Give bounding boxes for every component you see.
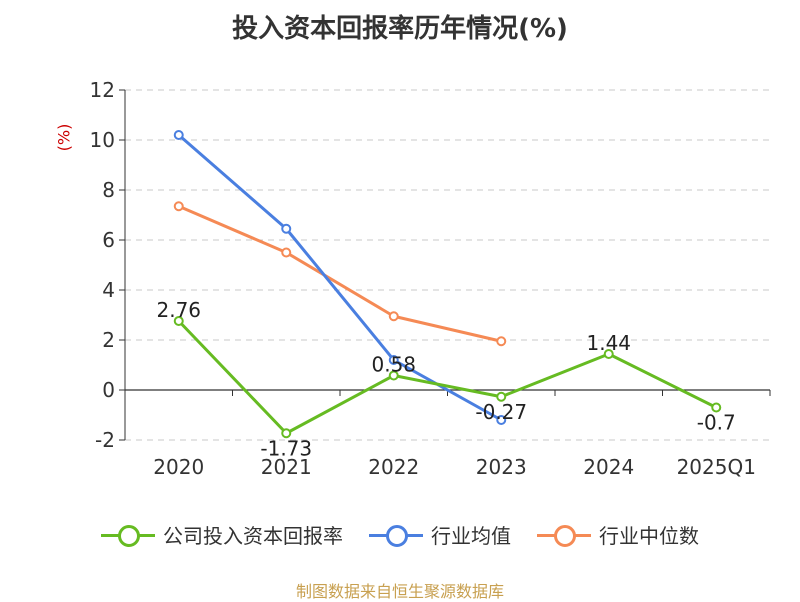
x-tick-label: 2023 — [476, 455, 527, 479]
legend-item-industry-median[interactable]: 行业中位数 — [537, 520, 699, 549]
data-label: -1.73 — [260, 436, 312, 460]
data-label: 2.76 — [156, 298, 201, 322]
data-point — [173, 201, 184, 212]
data-point — [496, 391, 507, 402]
legend: 公司投入资本回报率 行业均值 行业中位数 — [0, 520, 800, 549]
series-line-1 — [177, 133, 502, 422]
data-point — [711, 402, 722, 413]
legend-swatch-industry-median — [537, 524, 591, 547]
y-tick-label: 4 — [102, 278, 115, 302]
data-label: -0.7 — [697, 411, 736, 435]
data-label: -0.27 — [475, 400, 527, 424]
data-point — [388, 311, 399, 322]
data-point — [281, 247, 292, 258]
legend-item-industry-avg[interactable]: 行业均值 — [369, 520, 511, 549]
legend-label-company: 公司投入资本回报率 — [163, 524, 343, 548]
data-point — [173, 316, 184, 326]
legend-item-company[interactable]: 公司投入资本回报率 — [101, 520, 343, 549]
data-point — [496, 415, 507, 425]
x-tick-label: 2025Q1 — [677, 455, 756, 479]
x-tick-label: 2020 — [153, 455, 204, 479]
y-tick-label: 12 — [90, 78, 115, 102]
y-tick-label: 10 — [90, 128, 115, 152]
source-note: 制图数据来自恒生聚源数据库 — [295, 582, 504, 601]
legend-label-industry-avg: 行业均值 — [431, 524, 511, 548]
data-label: 0.58 — [371, 353, 416, 377]
legend-swatch-company — [101, 524, 155, 547]
data-point — [173, 130, 184, 140]
legend-label-industry-median: 行业中位数 — [599, 524, 699, 548]
legend-swatch-industry-avg — [369, 524, 423, 547]
y-tick-label: 2 — [102, 328, 115, 352]
data-point — [388, 370, 399, 381]
x-tick-label: 2024 — [583, 455, 634, 479]
series-line-2 — [178, 204, 502, 343]
y-tick-label: -2 — [95, 428, 115, 452]
data-point — [388, 355, 399, 365]
data-point — [603, 349, 614, 359]
x-tick-label: 2021 — [261, 455, 312, 479]
data-point — [281, 428, 292, 439]
y-tick-label: 0 — [102, 378, 115, 402]
chart-title: 投入资本回报率历年情况(%) — [232, 14, 568, 44]
data-point — [281, 223, 292, 234]
data-label: 1.44 — [586, 331, 631, 355]
y-tick-label: 6 — [102, 228, 115, 252]
data-point — [496, 336, 507, 347]
x-tick-label: 2022 — [368, 455, 419, 479]
y-tick-label: 8 — [102, 178, 115, 202]
series-line-0 — [177, 319, 717, 435]
